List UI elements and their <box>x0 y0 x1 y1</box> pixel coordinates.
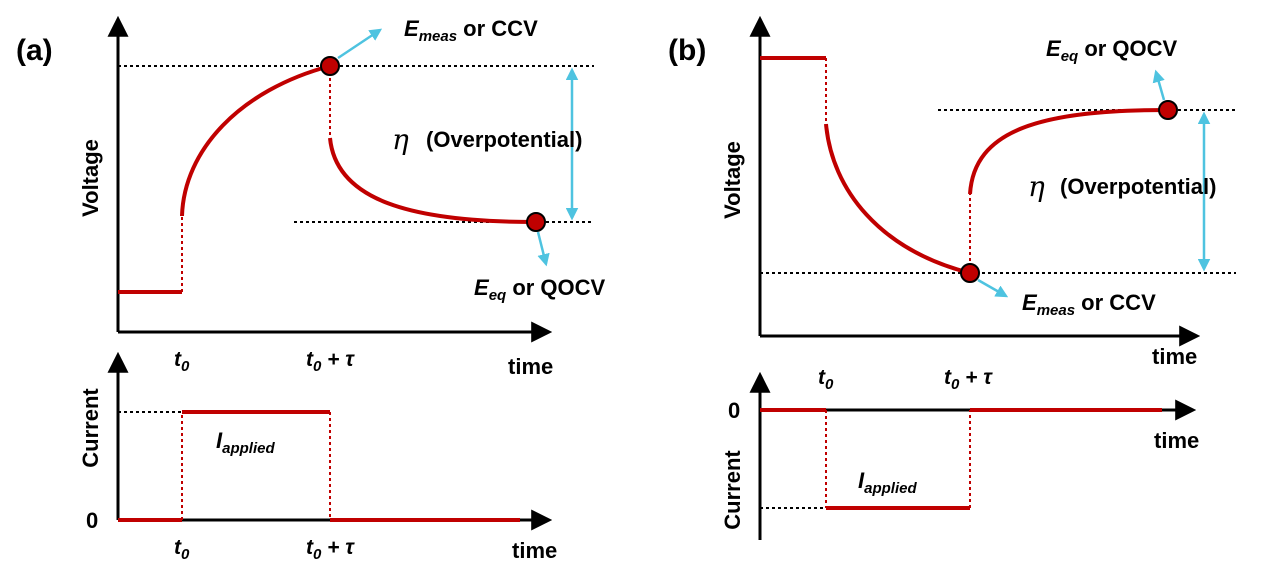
panel-b-current-axis-title: Current <box>720 450 745 530</box>
panel-a-current-time-label: time <box>512 538 557 563</box>
panel-b: (b) Voltage Eeq or QOCV η (Overpotential… <box>668 15 1236 540</box>
panel-a-overpotential-label: (Overpotential) <box>426 127 582 152</box>
panel-a-eeq-label: Eeq or QOCV <box>474 275 606 304</box>
panel-a-eta-symbol: η <box>392 123 409 156</box>
panel-a-voltage-tick-t0: t0 <box>174 348 190 375</box>
panel-b-label: (b) <box>668 34 706 67</box>
panel-b-iapplied-label: Iapplied <box>858 468 917 497</box>
panel-a-eeq-pointer-arrow <box>536 231 550 267</box>
panel-b-emeas-point <box>960 263 980 283</box>
panel-b-eeq-pointer-arrow <box>1152 69 1166 101</box>
panel-a-voltage-tick-t0-tau: t0 + τ <box>306 348 355 375</box>
panel-b-emeas-pointer-arrow <box>977 278 1009 298</box>
panel-a-current-zero-label: 0 <box>86 508 98 533</box>
panel-a-iapplied-label: Iapplied <box>216 428 275 457</box>
panel-a-label: (a) <box>16 34 53 67</box>
panel-b-current-zero-label: 0 <box>728 398 740 423</box>
panel-b-voltage-discharge-curve <box>824 123 971 275</box>
panel-a-current-axis-title: Current <box>78 388 103 468</box>
panel-b-voltage-time-label: time <box>1152 344 1197 369</box>
panel-a-voltage-axis-title: Voltage <box>78 139 103 217</box>
panel-b-eeq-point <box>1158 100 1178 120</box>
panel-a-current-tick-t0: t0 <box>174 536 190 563</box>
panel-a-emeas-label: Emeas or CCV <box>404 16 538 45</box>
panel-a-voltage-charging-curve <box>180 64 331 217</box>
panel-b-current-time-label: time <box>1154 428 1199 453</box>
panel-a-voltage-time-label: time <box>508 354 553 379</box>
panel-a-voltage-relaxation-curve <box>328 137 537 224</box>
panel-b-overpotential-label: (Overpotential) <box>1060 174 1216 199</box>
panel-a: (a) Voltage Emeas or CCV η (Overpotentia… <box>16 15 606 563</box>
panel-b-eta-symbol: η <box>1028 170 1045 203</box>
panel-a-eeq-point <box>526 212 546 232</box>
panel-a-current-tick-t0-tau: t0 + τ <box>306 536 355 563</box>
panel-b-tick-t0-tau: t0 + τ <box>944 366 993 393</box>
panel-b-voltage-axis-title: Voltage <box>720 141 745 219</box>
panel-b-voltage-relaxation-curve <box>968 108 1169 195</box>
panel-b-eeq-label: Eeq or QOCV <box>1046 36 1178 65</box>
panel-b-tick-t0: t0 <box>818 366 834 393</box>
panel-a-emeas-point <box>320 56 340 76</box>
panel-b-emeas-label: Emeas or CCV <box>1022 290 1156 319</box>
panel-a-emeas-pointer-arrow <box>337 28 383 60</box>
